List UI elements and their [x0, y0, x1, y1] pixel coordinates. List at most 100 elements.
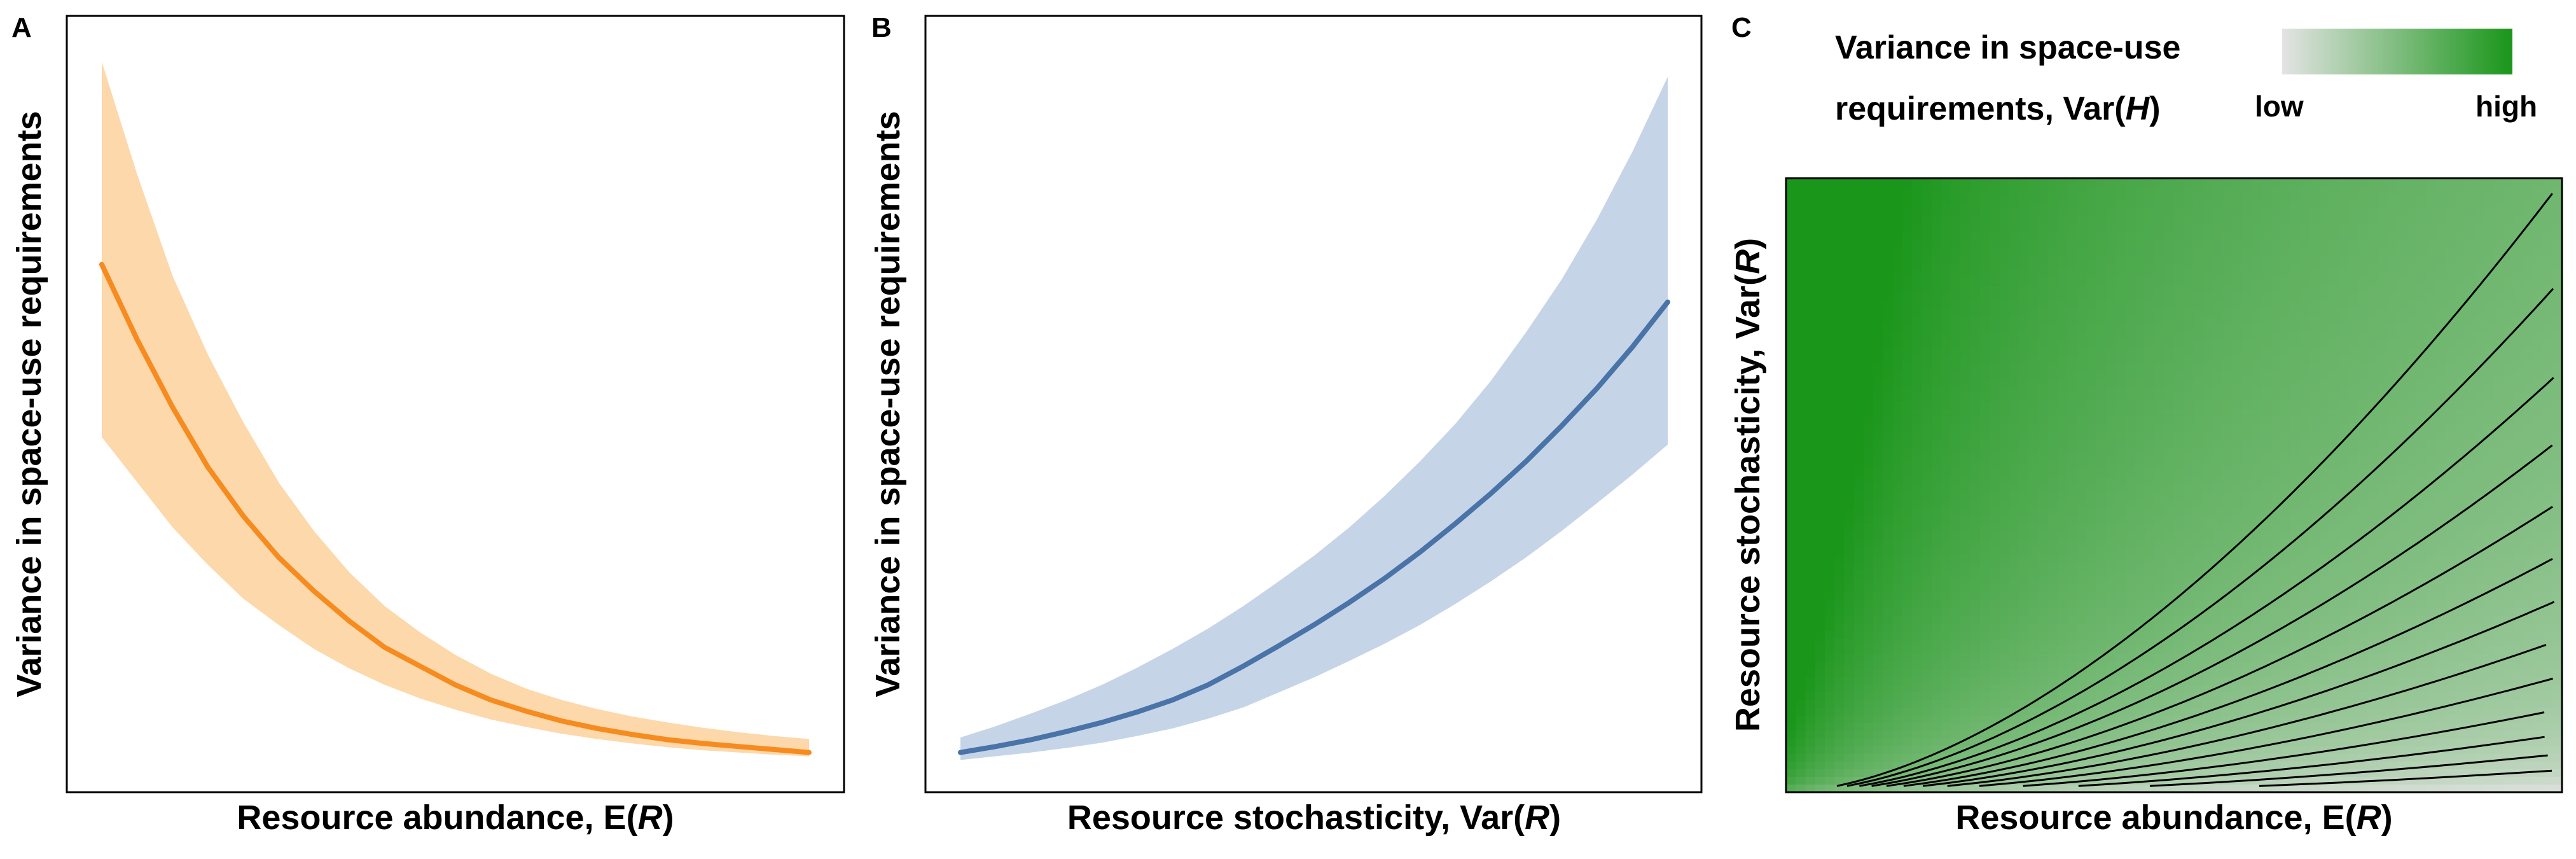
heatmap-cell — [2096, 301, 2107, 309]
heatmap-cell — [2086, 492, 2097, 501]
heatmap-cell — [2271, 339, 2282, 347]
heatmap-cell — [1951, 646, 1962, 655]
heatmap-cell — [2145, 653, 2156, 662]
heatmap-cell — [1864, 608, 1874, 617]
heatmap-cell — [1815, 454, 1825, 463]
heatmap-cell — [1941, 377, 1951, 386]
heatmap-cell — [2280, 692, 2291, 701]
heatmap-cell — [2378, 631, 2388, 639]
heatmap-cell — [1941, 270, 1951, 279]
heatmap-cell — [1825, 424, 1835, 432]
heatmap-cell — [2329, 477, 2339, 486]
heatmap-cell — [2252, 362, 2262, 371]
heatmap-cell — [1805, 232, 1816, 241]
heatmap-cell — [2028, 408, 2039, 417]
heatmap-cell — [2096, 201, 2107, 209]
heatmap-cell — [2184, 385, 2194, 394]
heatmap-cell — [2213, 247, 2223, 256]
heatmap-cell — [1796, 761, 1806, 770]
heatmap-cell — [2067, 753, 2078, 762]
heatmap-cell — [1825, 669, 1835, 678]
heatmap-cell — [2378, 354, 2388, 363]
heatmap-cell — [1883, 646, 1894, 655]
heatmap-cell — [2252, 186, 2262, 194]
heatmap-cell — [1815, 623, 1825, 632]
heatmap-cell — [2222, 416, 2233, 424]
heatmap-cell — [2038, 400, 2049, 409]
heatmap-cell — [2280, 239, 2291, 248]
heatmap-cell — [2222, 309, 2233, 317]
heatmap-cell — [2106, 332, 2117, 340]
heatmap-cell — [1844, 631, 1855, 639]
heatmap-cell — [1922, 393, 1932, 402]
heatmap-cell — [1931, 332, 1942, 340]
heatmap-cell — [2271, 608, 2282, 617]
heatmap-cell — [2116, 547, 2126, 555]
heatmap-cell — [2368, 685, 2378, 693]
heatmap-cell — [1825, 569, 1835, 578]
heatmap-cell — [2290, 470, 2301, 478]
heatmap-cell — [2348, 523, 2359, 532]
heatmap-cell — [2174, 738, 2184, 747]
panel-b-y-axis-label: Variance in space-use requirements — [869, 111, 907, 697]
heatmap-cell — [1980, 255, 1990, 263]
heatmap-cell — [2241, 753, 2252, 762]
heatmap-cell — [2241, 439, 2252, 447]
heatmap-cell — [2145, 377, 2156, 386]
heatmap-cell — [1834, 178, 1845, 186]
heatmap-cell — [1902, 416, 1913, 424]
heatmap-cell — [1960, 592, 1971, 601]
heatmap-cell — [2067, 623, 2078, 632]
heatmap-cell — [2106, 562, 2117, 570]
heatmap-cell — [2047, 508, 2058, 517]
heatmap-cell — [1853, 715, 1864, 724]
heatmap-cell — [1786, 377, 1796, 386]
heatmap-cell — [2319, 224, 2330, 233]
heatmap-cell — [1853, 385, 1864, 394]
heatmap-cell — [1864, 408, 1874, 417]
heatmap-cell — [2184, 454, 2194, 463]
heatmap-cell — [1796, 424, 1806, 432]
heatmap-cell — [2135, 255, 2145, 263]
heatmap-cell — [2096, 247, 2107, 256]
heatmap-cell — [2290, 262, 2301, 271]
heatmap-cell — [2348, 547, 2359, 555]
heatmap-cell — [2300, 723, 2311, 732]
heatmap-cell — [1931, 700, 1942, 708]
heatmap-cell — [1825, 592, 1835, 601]
heatmap-cell — [2077, 377, 2088, 386]
heatmap-cell — [2203, 370, 2213, 379]
heatmap-cell — [1990, 515, 2000, 524]
heatmap-cell — [2232, 193, 2243, 202]
heatmap-cell — [1912, 362, 1923, 371]
heatmap-cell — [2300, 232, 2311, 241]
heatmap-cell — [1805, 377, 1816, 386]
heatmap-cell — [2290, 462, 2301, 470]
heatmap-cell — [2222, 262, 2233, 271]
heatmap-cell — [2058, 178, 2068, 186]
heatmap-cell — [2028, 447, 2039, 455]
heatmap-cell — [1960, 277, 1971, 286]
heatmap-cell — [1844, 646, 1855, 655]
heatmap-cell — [1999, 500, 2010, 509]
heatmap-cell — [2358, 523, 2369, 532]
heatmap-cell — [1931, 569, 1942, 578]
heatmap-cell — [2019, 623, 2029, 632]
heatmap-cell — [1883, 500, 1894, 509]
heatmap-cell — [2300, 332, 2311, 340]
heatmap-cell — [1815, 500, 1825, 509]
heatmap-cell — [1805, 615, 1816, 624]
heatmap-cell — [1853, 301, 1864, 309]
heatmap-cell — [2125, 523, 2136, 532]
heatmap-cell — [1883, 255, 1894, 263]
heatmap-cell — [2193, 377, 2204, 386]
heatmap-cell — [2378, 447, 2388, 455]
heatmap-cell — [2252, 393, 2262, 402]
heatmap-cell — [1853, 216, 1864, 225]
heatmap-cell — [1931, 485, 1942, 494]
heatmap-cell — [2232, 669, 2243, 678]
heatmap-cell — [2290, 424, 2301, 432]
heatmap-cell — [2145, 462, 2156, 470]
heatmap-cell — [2329, 201, 2339, 209]
heatmap-cell — [2232, 262, 2243, 271]
